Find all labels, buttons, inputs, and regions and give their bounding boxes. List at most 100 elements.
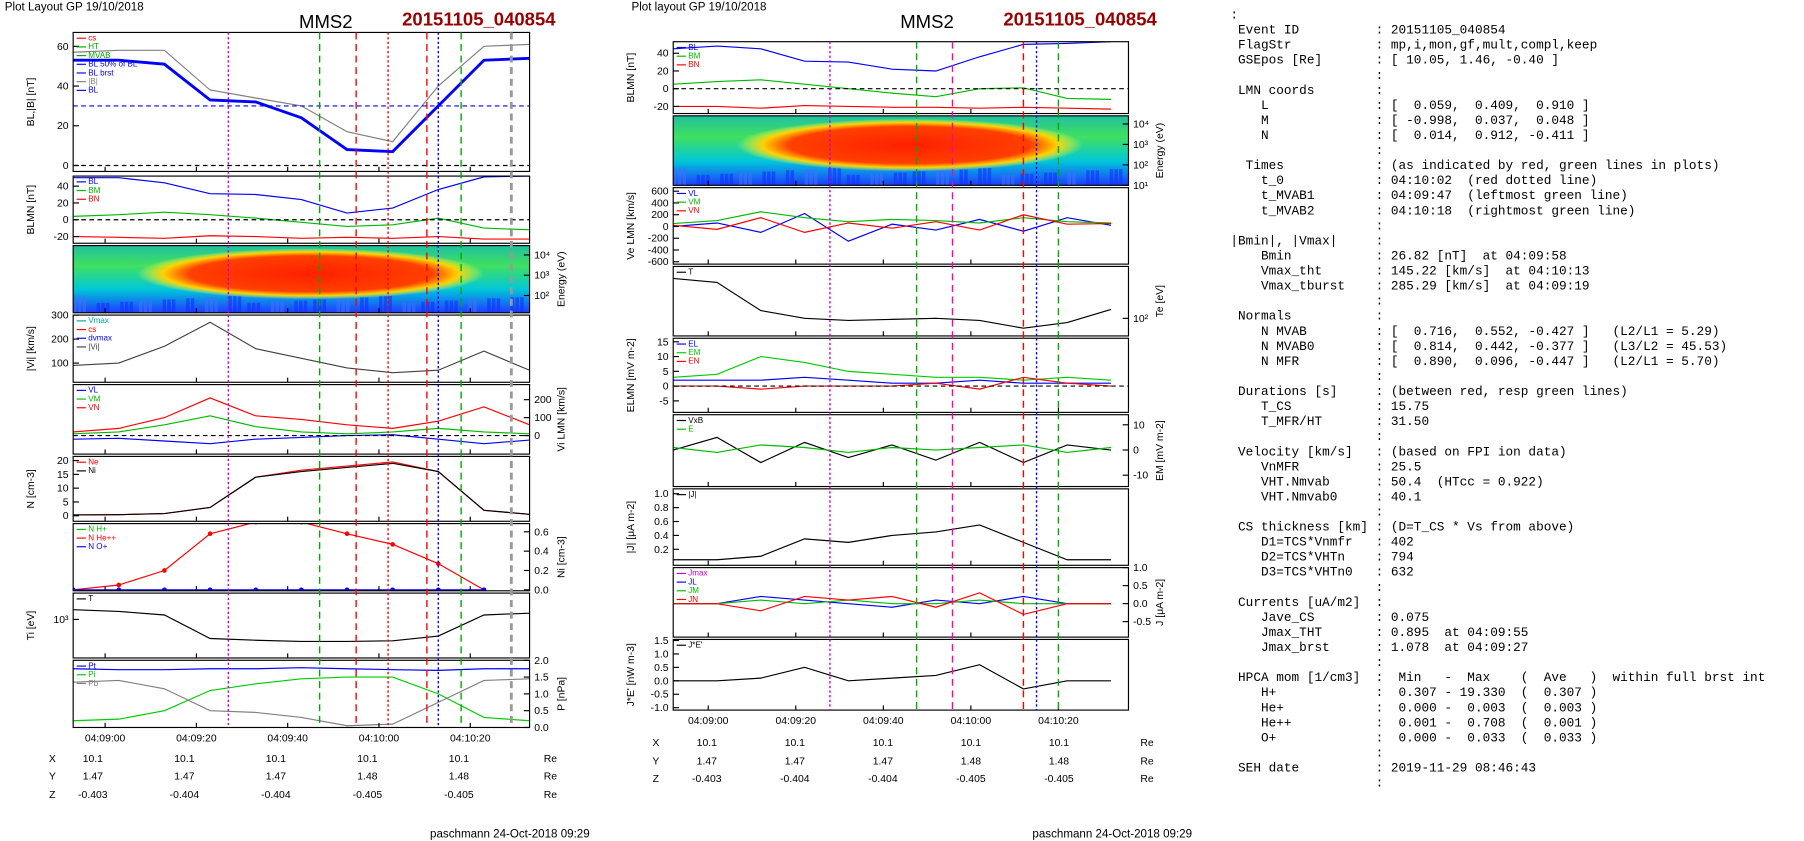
- x-tick-label: 04:09:20: [776, 716, 817, 727]
- series-line: [73, 176, 530, 214]
- spectrogram-noise: [186, 298, 190, 313]
- spectrogram-noise: [275, 301, 279, 313]
- panel-frame: [72, 245, 531, 314]
- spectrogram-noise: [1109, 169, 1114, 186]
- spectrogram-noise: [411, 302, 416, 313]
- position-value: 1.47: [174, 772, 194, 783]
- y-tick-label: 10: [1133, 420, 1145, 431]
- spectrogram-noise: [743, 172, 748, 186]
- y-tick-label: 10³: [534, 271, 550, 282]
- legend-label: MVAB: [88, 51, 110, 60]
- y-tick-label: 1.0: [534, 689, 549, 700]
- spectrogram-noise: [139, 300, 143, 313]
- position-value: 10.1: [83, 754, 103, 765]
- position-value: 10.1: [449, 754, 469, 765]
- y-tick-label: 10: [57, 484, 69, 495]
- spectrogram-noise: [724, 173, 729, 186]
- plot-layout-label: Plot layout GP 19/10/2018: [632, 1, 767, 13]
- series-marker: [344, 531, 350, 537]
- y-tick-label: 200: [51, 335, 69, 346]
- legend-label: Pb: [88, 679, 98, 688]
- spectrogram-core: [137, 248, 484, 300]
- panel-frame: [672, 41, 1130, 115]
- series-line: [673, 436, 1112, 464]
- summary-line: SEH date : 2019-11-29 08:46:43: [1230, 760, 1536, 775]
- summary-line: L : [ 0.059, 0.409, 0.910 ]: [1230, 98, 1589, 113]
- summary-line: Event ID : 20151105_040854: [1230, 23, 1505, 38]
- y-tick-label: 0.2: [534, 566, 549, 577]
- spectrogram-noise: [767, 171, 771, 186]
- series-marker: [299, 587, 304, 591]
- y-tick-label: 40: [57, 182, 69, 193]
- probe-title: MMS2: [299, 11, 352, 32]
- spectrogram-noise: [360, 297, 364, 313]
- series-line: [673, 355, 1112, 381]
- summary-line: VHT.Nmvab0 : 40.1: [1230, 489, 1421, 504]
- spectrogram-noise: [959, 169, 963, 186]
- position-value: -0.403: [692, 774, 722, 785]
- y-axis-label: |Vi| [km/s]: [26, 326, 37, 371]
- legend-label: BN: [88, 195, 99, 204]
- spectrogram-noise: [162, 299, 167, 313]
- series-marker: [390, 587, 395, 591]
- spectrogram-noise: [936, 170, 940, 186]
- y-tick-label: 5: [63, 497, 69, 508]
- spectrogram-noise: [804, 169, 809, 186]
- position-value: 1.48: [961, 757, 981, 768]
- y-axis-label: J [μA m-2]: [1155, 579, 1166, 626]
- summary-line: :: [1230, 143, 1383, 158]
- position-value: 1.48: [449, 772, 469, 783]
- position-value: 10.1: [357, 754, 377, 765]
- spectrogram-noise: [1114, 169, 1118, 186]
- y-tick-label: -5: [659, 396, 668, 407]
- summary-line: Bmin : 26.82 [nT] at 04:09:58: [1230, 248, 1566, 263]
- spectrogram-noise: [893, 172, 898, 186]
- spectrogram-noise: [677, 167, 682, 186]
- panel-frame: [672, 337, 1130, 413]
- spectrogram-noise: [143, 300, 148, 313]
- legend-label: Ni: [88, 466, 96, 475]
- spectrogram-noise: [1011, 174, 1015, 186]
- series-marker: [162, 587, 167, 591]
- spectrogram-noise: [771, 171, 776, 186]
- spectrogram-noise: [379, 295, 383, 313]
- x-tick-label: 04:09:40: [267, 733, 308, 744]
- spectrogram-noise: [322, 299, 327, 313]
- series-line: [673, 277, 1112, 329]
- x-tick-label: 04:09:00: [85, 733, 126, 744]
- legend-label: VM: [688, 197, 700, 206]
- x-tick-label: 04:09:20: [176, 733, 217, 744]
- y-tick-label: 0: [63, 511, 69, 522]
- position-value: 10.1: [785, 738, 805, 749]
- legend-label: E: [688, 425, 694, 434]
- summary-line: :: [1230, 429, 1383, 444]
- spectrogram-noise: [346, 298, 350, 313]
- legend-label: BL: [88, 86, 98, 95]
- plot-layout-label: Plot Layout GP 19/10/2018: [5, 1, 144, 13]
- legend-label: HT: [88, 42, 99, 51]
- spectrogram-noise: [912, 171, 917, 186]
- spectrogram-noise: [987, 167, 992, 186]
- spectrogram-noise: [982, 167, 987, 186]
- position-value: -0.405: [1044, 774, 1074, 785]
- y-tick-label: 0.8: [654, 503, 669, 514]
- spectrogram-noise: [106, 302, 110, 313]
- summary-line: :: [1230, 580, 1383, 595]
- spectrogram-noise: [449, 300, 454, 313]
- series-line: [73, 415, 530, 435]
- spectrogram-noise: [945, 170, 949, 186]
- series-marker: [481, 587, 487, 591]
- spectrogram-noise: [814, 169, 818, 186]
- spectrogram-noise: [846, 174, 851, 186]
- spectrogram-noise: [682, 167, 687, 186]
- y-tick-label: 300: [51, 311, 69, 322]
- summary-line: N MVAB : [ 0.716, 0.552, -0.427 ] (L2/L1…: [1230, 324, 1719, 339]
- series-marker: [207, 531, 213, 537]
- x-tick-label: 04:09:00: [688, 716, 729, 727]
- panel: [673, 436, 1112, 464]
- spectrogram-noise: [1001, 174, 1006, 186]
- y-tick-label: 10²: [534, 291, 550, 302]
- summary-line: N : [ 0.014, 0.912, -0.411 ]: [1230, 128, 1589, 143]
- summary-line: VHT.Nmvab : 50.4 (HTcc = 0.922): [1230, 474, 1543, 489]
- spectrogram-noise: [1029, 173, 1034, 186]
